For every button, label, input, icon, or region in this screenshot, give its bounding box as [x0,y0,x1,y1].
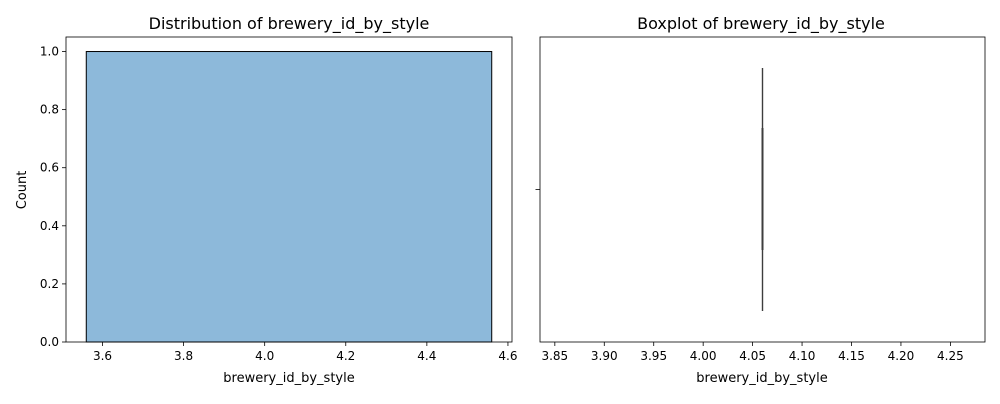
boxplot-x-tick-label: 4.00 [690,349,717,363]
histogram-bar-0 [85,51,493,343]
histogram-y-ticks: 0.0 0.2 0.4 0.6 0.8 1.0 [40,45,66,349]
boxplot-x-tick-label: 3.90 [591,349,618,363]
boxplot-x-tick-label: 4.25 [937,349,964,363]
histogram-x-tick-label: 4.4 [417,349,436,363]
boxplot-x-tick-label: 4.20 [888,349,915,363]
histogram-y-tick-label: 0.6 [40,161,59,175]
boxplot-title: Boxplot of brewery_id_by_style [637,14,885,34]
histogram-y-tick-label: 0.2 [40,277,59,291]
boxplot-x-tick-label: 3.85 [541,349,568,363]
histogram-x-tick-label: 4.0 [255,349,274,363]
histogram-y-tick-label: 0.4 [40,219,59,233]
boxplot-x-tick-label: 4.10 [789,349,816,363]
boxplot-x-ticks: 3.85 3.90 3.95 4.00 4.05 4.10 4.15 4.20 4.25 [541,342,964,363]
histogram-y-tick-label: 1.0 [40,45,59,59]
histogram-x-ticks: 3.6 3.8 4.0 4.2 4.4 4.6 [93,342,517,363]
boxplot-x-tick-label: 4.05 [739,349,766,363]
histogram-x-axis-label: brewery_id_by_style [223,371,354,386]
boxplot-panel: Boxplot of brewery_id_by_style 3.85 3.90 3… [535,14,986,386]
histogram-y-tick-label: 0.8 [40,103,59,117]
histogram-x-tick-label: 4.2 [336,349,355,363]
histogram-y-tick-label: 0.0 [40,335,59,349]
histogram-x-tick-label: 3.8 [174,349,193,363]
histogram-title: Distribution of brewery_id_by_style [149,14,430,34]
boxplot-x-tick-label: 4.15 [838,349,865,363]
boxplot-x-axis-label: brewery_id_by_style [696,371,827,386]
boxplot-x-tick-label: 3.95 [640,349,667,363]
histogram-plot-frame [65,36,513,343]
histogram-bars [85,51,493,343]
histogram-x-tick-label: 4.6 [498,349,517,363]
histogram-panel: Distribution of brewery_id_by_style 3.6 3… [15,14,517,386]
histogram-y-axis-label: Count [15,171,30,210]
histogram-x-tick-label: 3.6 [93,349,112,363]
